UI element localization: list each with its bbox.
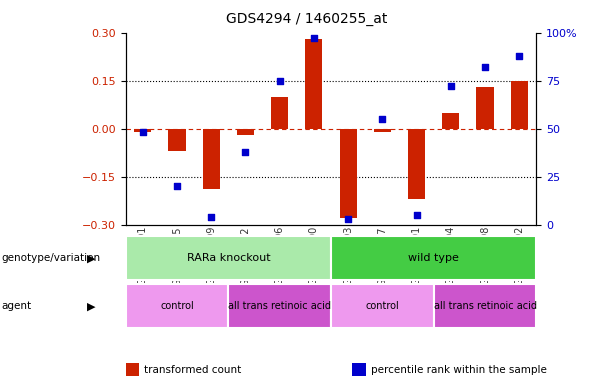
Text: RARa knockout: RARa knockout xyxy=(186,253,270,263)
Text: control: control xyxy=(160,301,194,311)
Text: ▶: ▶ xyxy=(86,301,95,311)
Text: all trans retinoic acid: all trans retinoic acid xyxy=(433,301,536,311)
Bar xyxy=(126,236,331,280)
Bar xyxy=(511,81,528,129)
Bar xyxy=(331,284,434,328)
Point xyxy=(172,183,182,189)
Point xyxy=(343,216,353,222)
Bar xyxy=(340,129,357,218)
Point xyxy=(378,116,387,122)
Bar xyxy=(126,284,228,328)
Text: wild type: wild type xyxy=(408,253,459,263)
Point xyxy=(138,129,148,136)
Bar xyxy=(228,284,331,328)
Point xyxy=(514,53,524,59)
Point xyxy=(309,35,319,41)
Bar xyxy=(169,129,186,151)
Point xyxy=(275,78,284,84)
Point xyxy=(412,212,422,218)
Point xyxy=(446,83,455,89)
Point xyxy=(207,214,216,220)
Bar xyxy=(374,129,391,132)
Bar xyxy=(434,284,536,328)
Bar xyxy=(134,129,151,132)
Bar xyxy=(331,236,536,280)
Bar xyxy=(237,129,254,135)
Bar xyxy=(442,113,459,129)
Text: agent: agent xyxy=(1,301,31,311)
Point xyxy=(240,149,250,155)
Text: all trans retinoic acid: all trans retinoic acid xyxy=(228,301,331,311)
Text: control: control xyxy=(365,301,399,311)
Text: GDS4294 / 1460255_at: GDS4294 / 1460255_at xyxy=(226,12,387,25)
Point xyxy=(480,64,490,70)
Bar xyxy=(408,129,425,199)
Text: transformed count: transformed count xyxy=(144,364,242,374)
Bar xyxy=(476,87,493,129)
Text: percentile rank within the sample: percentile rank within the sample xyxy=(371,364,547,374)
Text: genotype/variation: genotype/variation xyxy=(1,253,101,263)
Text: ▶: ▶ xyxy=(86,253,95,263)
Bar xyxy=(203,129,220,189)
Bar xyxy=(271,97,288,129)
Bar xyxy=(305,39,322,129)
